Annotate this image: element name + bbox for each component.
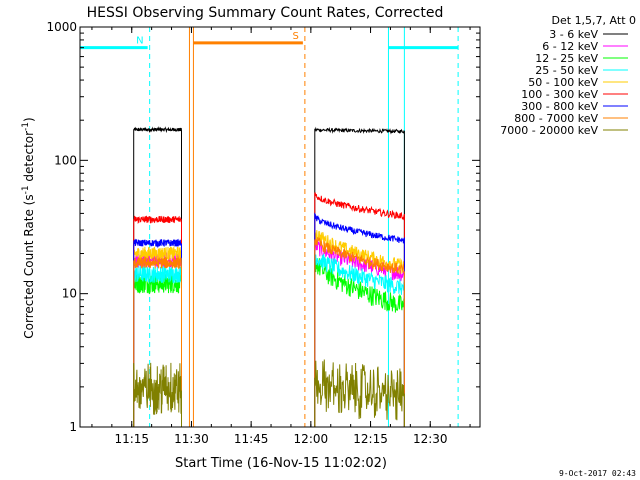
legend-label-2: 12 - 25 keV [535,52,598,65]
series-5-segment-1 [314,192,405,427]
x-tick-label-1: 11:30 [174,432,209,446]
series-0-segment-0 [133,125,182,427]
x-tick-label-2: 11:45 [234,432,269,446]
series-7-segment-0 [133,256,182,427]
plot-frame [79,26,481,428]
flag-label-0: N [136,36,143,47]
legend-label-3: 25 - 50 keV [535,64,598,77]
x-tick-label-5: 12:30 [413,432,448,446]
y-tick-label-0: 1 [69,420,77,434]
x-axis-label: Start Time (16-Nov-15 11:02:02) [175,456,387,471]
legend-label-0: 3 - 6 keV [549,28,598,41]
series-6-segment-0 [133,238,182,427]
series-2-segment-1 [314,253,405,427]
series-5-segment-0 [133,215,182,427]
y-axis-label: Corrected Count Rate (s-1 detector-1) [21,117,36,338]
y-tick-label-1: 10 [62,287,77,301]
series-0-segment-1 [314,126,405,427]
chart-title: HESSI Observing Summary Count Rates, Cor… [87,5,444,21]
legend-label-8: 7000 - 20000 keV [500,124,598,137]
chart-marks [79,27,459,427]
x-tick-label-4: 12:15 [353,432,388,446]
x-tick-label-0: 11:15 [114,432,149,446]
legend-label-5: 100 - 300 keV [521,88,598,101]
legend-label-1: 6 - 12 keV [542,40,598,53]
series-3-segment-1 [314,253,405,427]
timestamp-label: 9-Oct-2017 02:43 [559,469,636,478]
series-3-segment-0 [133,265,182,427]
series-6-segment-1 [314,212,405,427]
x-tick-label-3: 12:00 [294,432,329,446]
series-4-segment-0 [133,246,182,427]
legend-label-7: 800 - 7000 keV [514,112,598,125]
flag-label-1: S [293,31,299,42]
series-8-segment-1 [314,359,405,427]
series-7-segment-1 [314,237,405,427]
legend-title: Det 1,5,7, Att 0 [552,14,636,27]
legend-label-6: 300 - 800 keV [521,100,598,113]
legend-label-4: 50 - 100 keV [528,76,598,89]
y-tick-label-2: 100 [54,153,77,167]
axis-ticks: 11:15 11:30 11:45 12:00 12:15 12:30 1 10 100 1000 [46,20,480,446]
y-tick-label-3: 1000 [46,20,77,34]
series-8-segment-0 [133,362,182,427]
